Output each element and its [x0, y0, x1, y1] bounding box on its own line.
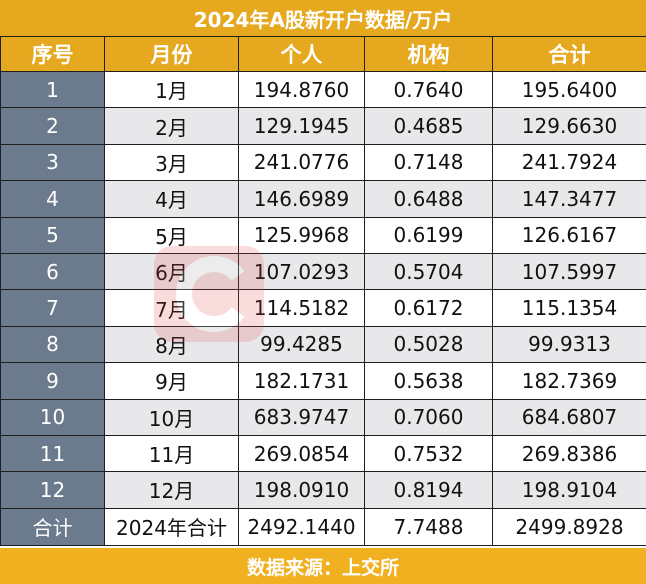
- row-total: 107.5997: [492, 252, 646, 291]
- row-index: 2: [0, 107, 105, 145]
- row-institution: 0.7532: [364, 434, 493, 473]
- row-institution: 0.6172: [364, 289, 493, 327]
- row-institution: 0.7640: [364, 70, 493, 109]
- summary-total: 2499.8928: [492, 507, 646, 546]
- table-row: 12 12月 198.0910 0.8194 198.9104: [0, 471, 646, 509]
- table-row: 4 4月 146.6989 0.6488 147.3477: [0, 180, 646, 218]
- row-institution: 0.6199: [364, 216, 493, 254]
- row-total: 198.9104: [492, 471, 646, 509]
- row-individual: 269.0854: [238, 434, 365, 473]
- row-month: 12月: [104, 471, 239, 509]
- row-month: 4月: [104, 180, 239, 218]
- row-individual: 114.5182: [238, 289, 365, 327]
- header-total: 合计: [492, 36, 646, 72]
- table-row: 3 3月 241.0776 0.7148 241.7924: [0, 143, 646, 182]
- row-institution: 0.5704: [364, 252, 493, 291]
- row-index: 4: [0, 180, 105, 218]
- row-individual: 99.4285: [238, 325, 365, 364]
- row-month: 2月: [104, 107, 239, 145]
- row-individual: 107.0293: [238, 252, 365, 291]
- row-institution: 0.8194: [364, 471, 493, 509]
- row-total: 126.6167: [492, 216, 646, 254]
- row-index: 6: [0, 252, 105, 291]
- table-row: 5 5月 125.9968 0.6199 126.6167: [0, 216, 646, 254]
- row-institution: 0.7148: [364, 143, 493, 182]
- row-index: 9: [0, 362, 105, 400]
- row-individual: 125.9968: [238, 216, 365, 254]
- summary-month: 2024年合计: [104, 507, 239, 546]
- row-index: 12: [0, 471, 105, 509]
- row-total: 269.8386: [492, 434, 646, 473]
- row-total: 115.1354: [492, 289, 646, 327]
- row-individual: 129.1945: [238, 107, 365, 145]
- row-month: 10月: [104, 398, 239, 436]
- row-total: 241.7924: [492, 143, 646, 182]
- row-index: 8: [0, 325, 105, 364]
- table-row: 10 10月 683.9747 0.7060 684.6807: [0, 398, 646, 436]
- row-month: 9月: [104, 362, 239, 400]
- row-month: 8月: [104, 325, 239, 364]
- row-institution: 0.4685: [364, 107, 493, 145]
- table-row: 7 7月 114.5182 0.6172 115.1354: [0, 289, 646, 327]
- row-institution: 0.5028: [364, 325, 493, 364]
- row-index: 7: [0, 289, 105, 327]
- row-month: 6月: [104, 252, 239, 291]
- header-month: 月份: [104, 36, 239, 72]
- row-individual: 241.0776: [238, 143, 365, 182]
- row-institution: 0.7060: [364, 398, 493, 436]
- header-institution: 机构: [364, 36, 493, 72]
- row-institution: 0.5638: [364, 362, 493, 400]
- row-month: 7月: [104, 289, 239, 327]
- row-total: 129.6630: [492, 107, 646, 145]
- summary-label: 合计: [0, 507, 105, 546]
- row-month: 3月: [104, 143, 239, 182]
- row-total: 182.7369: [492, 362, 646, 400]
- row-individual: 683.9747: [238, 398, 365, 436]
- row-index: 1: [0, 70, 105, 109]
- summary-institution: 7.7488: [364, 507, 493, 546]
- header-index: 序号: [0, 36, 105, 72]
- row-month: 1月: [104, 70, 239, 109]
- header-individual: 个人: [238, 36, 365, 72]
- row-total: 195.6400: [492, 70, 646, 109]
- table-row: 8 8月 99.4285 0.5028 99.9313: [0, 325, 646, 364]
- row-index: 11: [0, 434, 105, 473]
- row-individual: 182.1731: [238, 362, 365, 400]
- row-individual: 198.0910: [238, 471, 365, 509]
- table-row: 6 6月 107.0293 0.5704 107.5997: [0, 252, 646, 291]
- row-total: 684.6807: [492, 398, 646, 436]
- summary-individual: 2492.1440: [238, 507, 365, 546]
- row-index: 10: [0, 398, 105, 436]
- table-title: 2024年A股新开户数据/万户: [0, 0, 646, 36]
- summary-row: 合计 2024年合计 2492.1440 7.7488 2499.8928: [0, 507, 646, 546]
- data-source: 数据来源：上交所: [0, 548, 646, 584]
- header-row: 序号 月份 个人 机构 合计: [0, 36, 646, 72]
- row-total: 147.3477: [492, 180, 646, 218]
- row-institution: 0.6488: [364, 180, 493, 218]
- row-individual: 146.6989: [238, 180, 365, 218]
- table-row: 9 9月 182.1731 0.5638 182.7369: [0, 362, 646, 400]
- table-row: 2 2月 129.1945 0.4685 129.6630: [0, 107, 646, 145]
- table-row: 1 1月 194.8760 0.7640 195.6400: [0, 70, 646, 109]
- row-individual: 194.8760: [238, 70, 365, 109]
- table-row: 11 11月 269.0854 0.7532 269.8386: [0, 434, 646, 473]
- row-month: 5月: [104, 216, 239, 254]
- data-table: 序号 月份 个人 机构 合计 1 1月 194.8760 0.7640 195.6400…: [0, 36, 646, 546]
- row-index: 3: [0, 143, 105, 182]
- row-month: 11月: [104, 434, 239, 473]
- row-index: 5: [0, 216, 105, 254]
- row-total: 99.9313: [492, 325, 646, 364]
